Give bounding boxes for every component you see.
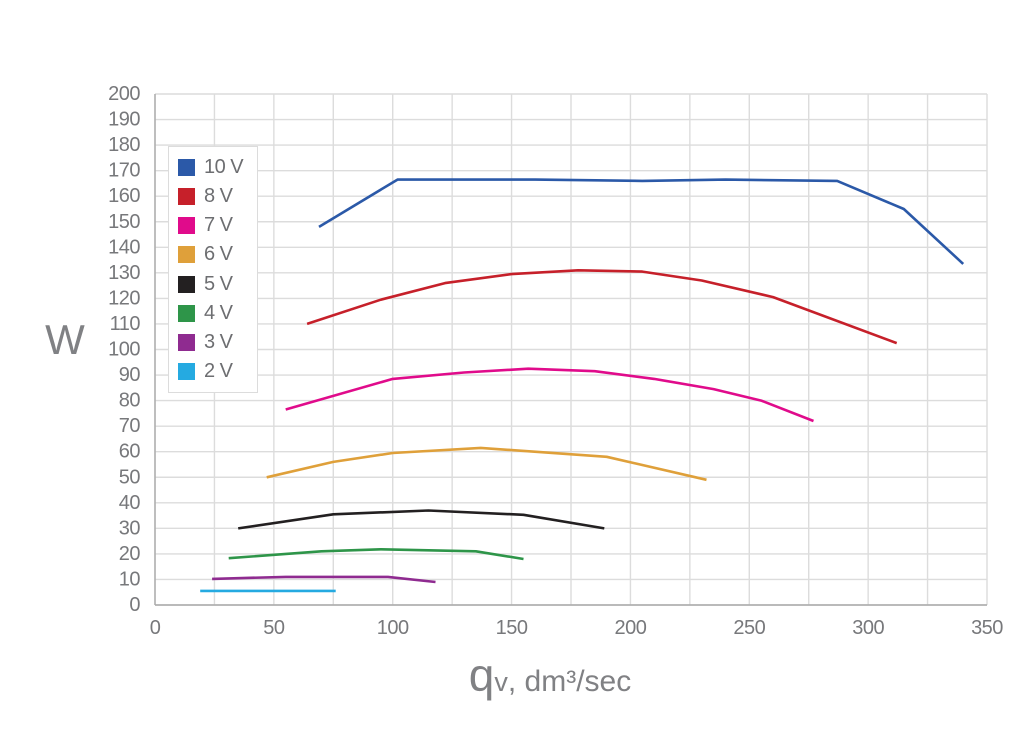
y-tick-label: 90 <box>119 364 141 386</box>
legend-item: 10 V <box>178 156 257 179</box>
x-tick-label: 150 <box>496 617 528 639</box>
y-tick-label: 80 <box>119 390 141 412</box>
y-tick-label: 180 <box>108 134 140 156</box>
y-tick-label: 40 <box>119 492 141 514</box>
x-axis-title-subscript: v <box>494 667 508 697</box>
y-axis-title: W <box>45 316 85 363</box>
legend-swatch-icon <box>178 217 195 235</box>
legend-item: 3 V <box>178 331 257 354</box>
legend-label: 5 V <box>204 272 233 295</box>
legend-label: 4 V <box>204 301 233 324</box>
series-line-5v <box>238 509 605 530</box>
legend-label: 7 V <box>204 214 233 237</box>
legend-item: 5 V <box>178 273 257 296</box>
y-tick-label: 120 <box>108 287 140 309</box>
x-tick-label: 300 <box>852 617 884 639</box>
y-tick-label: 60 <box>119 441 141 463</box>
legend-item: 4 V <box>178 302 257 325</box>
y-tick-label: 110 <box>110 313 141 335</box>
x-axis-title-unit: , dm³/sec <box>507 665 632 698</box>
x-tick-label: 200 <box>614 617 646 639</box>
y-tick-label: 150 <box>108 211 140 233</box>
x-tick-label: 250 <box>733 617 765 639</box>
y-tick-label: 130 <box>108 262 140 284</box>
series-line-6v <box>266 446 707 482</box>
series-line-7v <box>285 367 814 423</box>
legend-swatch-icon <box>178 333 195 351</box>
y-tick-label: 0 <box>129 594 140 616</box>
legend-label: 10 V <box>204 156 244 179</box>
legend-item: 7 V <box>178 214 257 237</box>
y-tick-label: 190 <box>108 109 140 131</box>
x-axis-title-symbol: q <box>468 649 495 701</box>
legend-swatch-icon <box>178 275 195 293</box>
series-line-3v <box>212 575 436 584</box>
y-tick-label: 70 <box>119 415 141 437</box>
series-line-4v <box>228 547 524 561</box>
y-tick-label: 140 <box>108 236 140 258</box>
y-tick-label: 170 <box>108 160 140 182</box>
legend-item: 2 V <box>178 360 257 383</box>
series-line-10v <box>318 178 965 265</box>
y-tick-label: 20 <box>119 543 141 565</box>
x-tick-label: 350 <box>971 617 1003 639</box>
series-line-8v <box>306 268 898 345</box>
legend-label: 3 V <box>204 330 233 353</box>
legend: 10 V 8 V 7 V 6 V 5 V 4 V 3 V 2 V <box>168 146 258 393</box>
legend-swatch-icon <box>178 304 195 322</box>
legend-swatch-icon <box>178 188 195 206</box>
y-tick-label: 100 <box>108 339 140 361</box>
y-tick-label: 10 <box>119 568 141 590</box>
y-tick-label: 160 <box>108 185 140 207</box>
y-tick-label: 30 <box>119 517 141 539</box>
legend-label: 2 V <box>204 359 233 382</box>
legend-swatch-icon <box>178 246 195 264</box>
legend-label: 8 V <box>204 185 233 208</box>
y-tick-label: 200 <box>108 83 140 105</box>
y-tick-label: 50 <box>119 466 141 488</box>
x-axis-title: qv, dm³/sec <box>420 648 680 702</box>
legend-swatch-icon <box>178 159 195 177</box>
legend-item: 8 V <box>178 185 257 208</box>
x-tick-label: 0 <box>150 617 161 639</box>
legend-label: 6 V <box>204 243 233 266</box>
legend-item: 6 V <box>178 243 257 266</box>
x-tick-label: 100 <box>377 617 409 639</box>
legend-swatch-icon <box>178 362 195 380</box>
x-tick-label: 50 <box>263 617 285 639</box>
